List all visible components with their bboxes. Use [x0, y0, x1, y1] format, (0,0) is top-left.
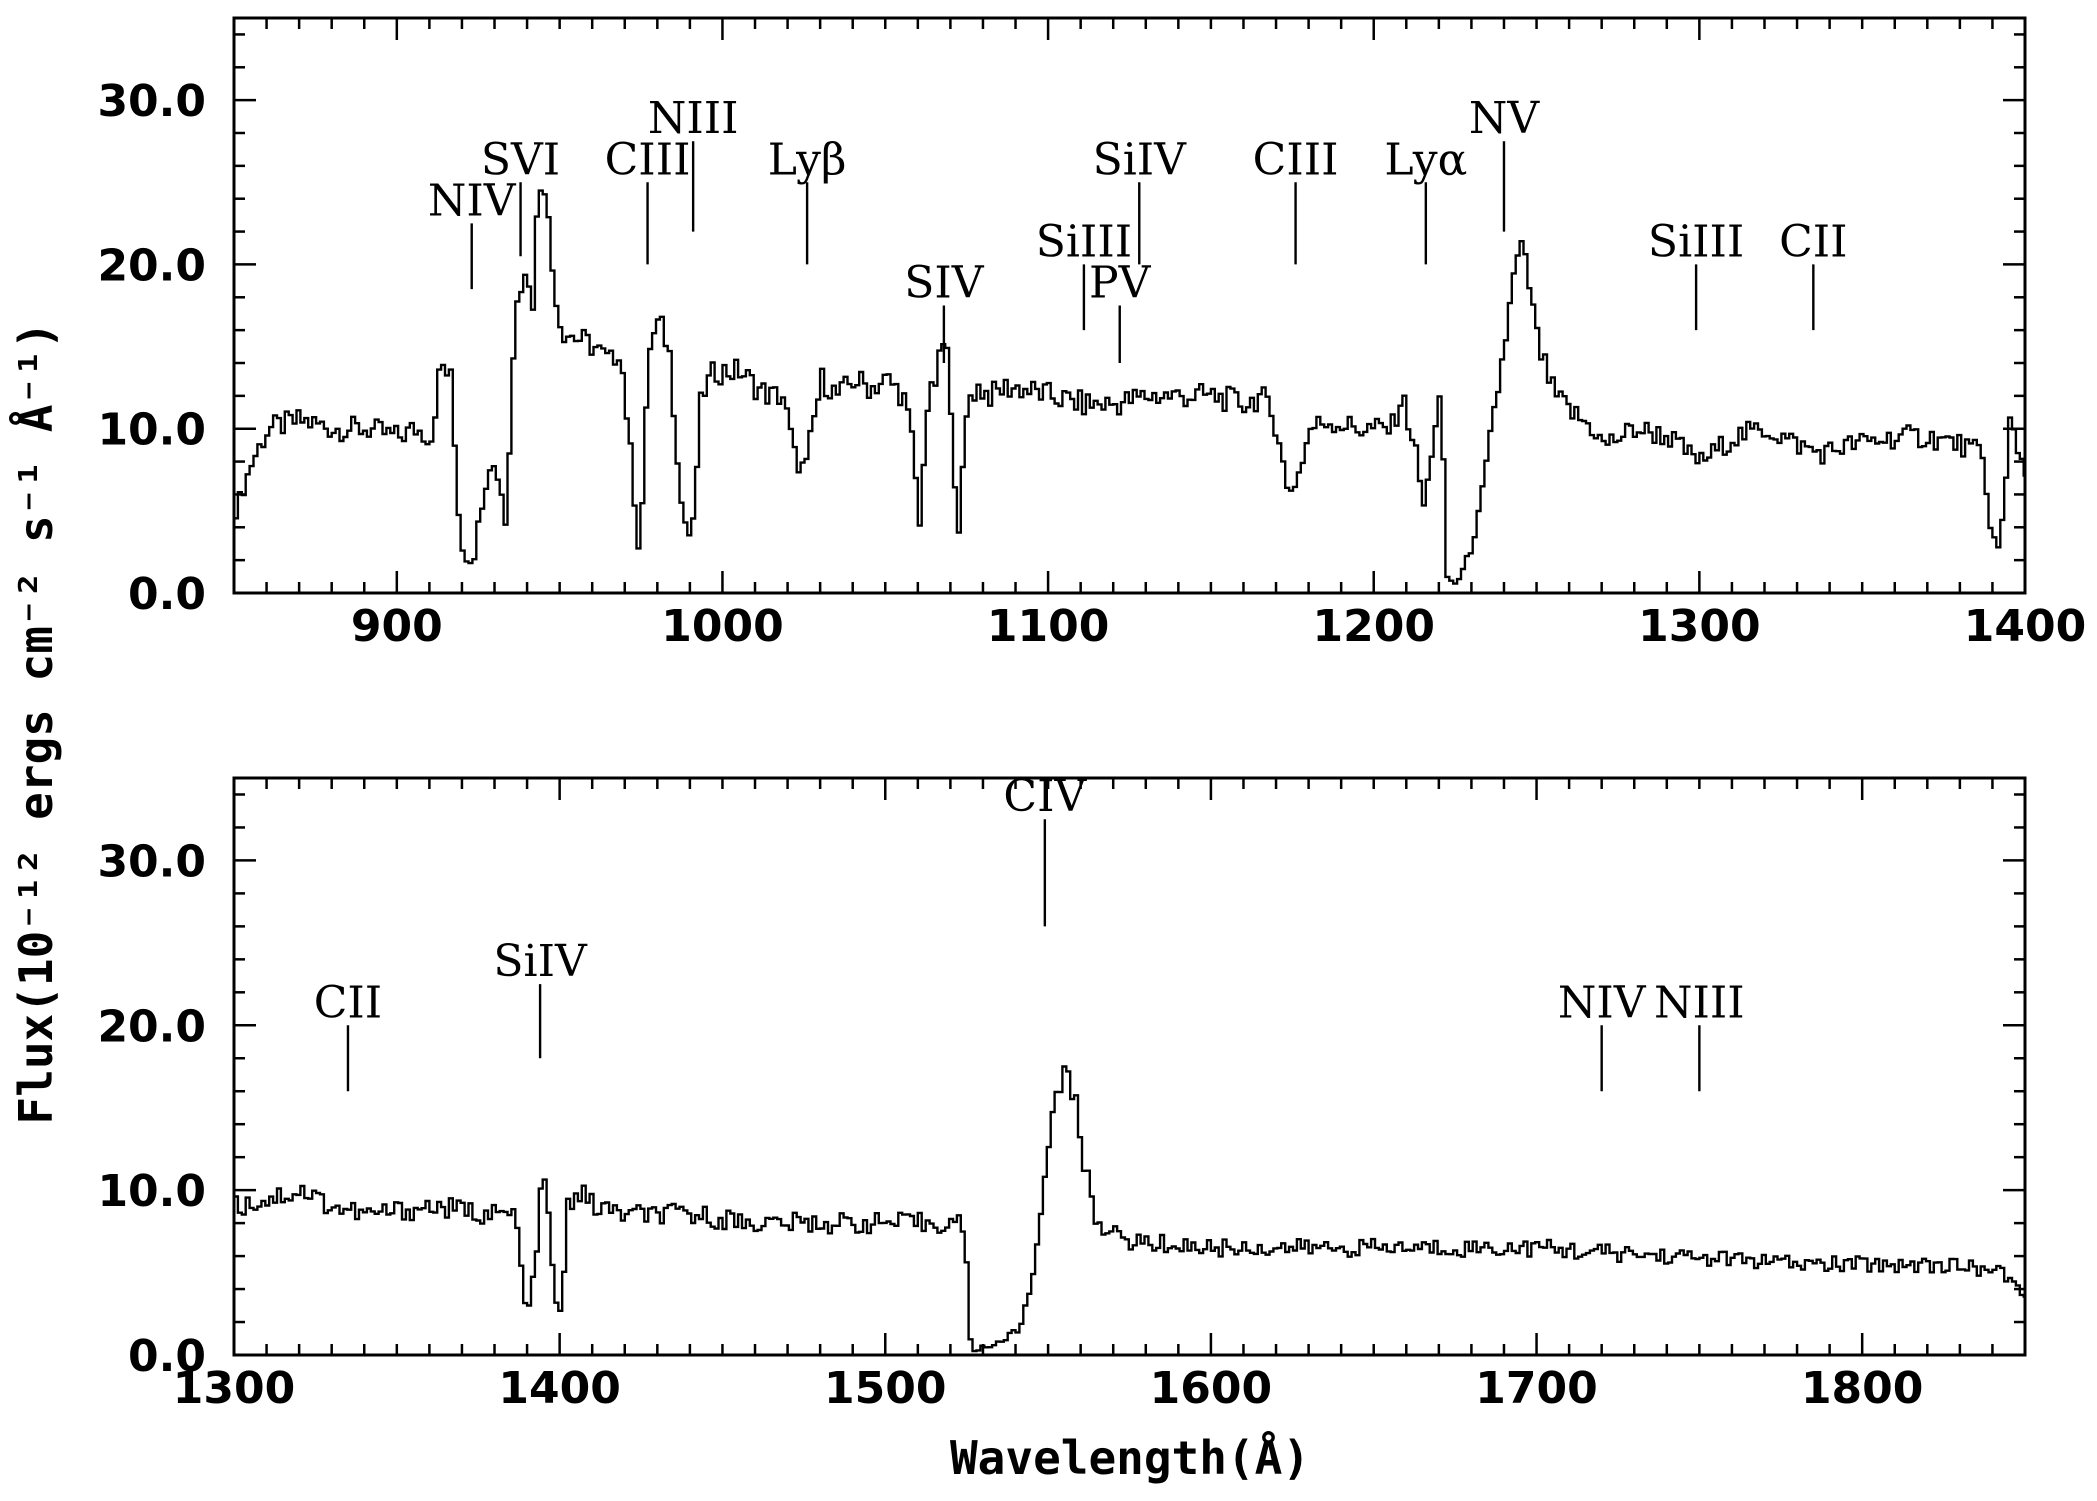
top-line-id-label: CII	[1779, 216, 1847, 267]
bottom-x-tick-label: 1600	[1150, 1363, 1272, 1414]
top-x-tick-label: 1000	[661, 601, 783, 652]
top-y-tick-label: 10.0	[97, 405, 206, 456]
top-y-tick-label: 0.0	[128, 569, 206, 620]
top-y-tick-label: 20.0	[97, 240, 206, 291]
bottom-x-tick-label: 1500	[824, 1363, 946, 1414]
bottom-line-id-label: NIV	[1558, 977, 1647, 1028]
top-spectrum-line	[234, 189, 2025, 585]
top-line-id-label: NIII	[648, 93, 739, 144]
top-line-id-label: CIII	[1253, 134, 1339, 185]
top-plot-frame	[232, 16, 2027, 595]
top-line-id-label: NV	[1469, 93, 1541, 144]
y-axis-title: Flux(10⁻¹² ergs cm⁻² s⁻¹ Å⁻¹)	[9, 321, 63, 1124]
bottom-y-tick-label: 10.0	[97, 1166, 206, 1217]
bottom-line-id-label: CIV	[1003, 771, 1087, 822]
top-line-id-label: CIII	[605, 134, 691, 185]
top-line-id-label: Lyβ	[768, 134, 847, 185]
bottom-x-tick-label: 1800	[1801, 1363, 1923, 1414]
bottom-spectrum-line	[234, 1065, 2025, 1353]
top-line-id-label: SIV	[904, 258, 985, 309]
top-y-tick-label: 30.0	[97, 76, 206, 127]
top-line-id-label: SiIII	[1036, 216, 1132, 267]
bottom-x-tick-label: 1400	[498, 1363, 620, 1414]
bottom-line-id-label: SiIV	[493, 936, 588, 987]
top-x-tick-label: 900	[351, 601, 443, 652]
top-x-tick-label: 1100	[987, 601, 1109, 652]
x-axis-title: Wavelength(Å)	[950, 1431, 1310, 1485]
bottom-line-id-label: NIII	[1654, 977, 1745, 1028]
bottom-x-tick-label: 1700	[1475, 1363, 1597, 1414]
top-line-id-label: PV	[1089, 258, 1152, 309]
bottom-y-tick-label: 0.0	[128, 1331, 206, 1382]
top-x-tick-label: 1400	[1964, 601, 2086, 652]
bottom-y-tick-label: 20.0	[97, 1001, 206, 1052]
top-line-id-label: SiIII	[1648, 216, 1744, 267]
top-line-id-label: SVI	[481, 134, 560, 185]
top-x-tick-label: 1300	[1638, 601, 1760, 652]
top-line-id-label: SiIV	[1093, 134, 1188, 185]
bottom-y-tick-label: 30.0	[97, 836, 206, 887]
bottom-x-tick-label: 1300	[173, 1363, 295, 1414]
top-line-id-label: Lyα	[1384, 134, 1467, 185]
bottom-plot-frame	[232, 776, 2027, 1357]
top-x-tick-label: 1200	[1312, 601, 1434, 652]
top-line-id-label: NIV	[428, 175, 517, 226]
bottom-line-id-label: CII	[314, 977, 382, 1028]
